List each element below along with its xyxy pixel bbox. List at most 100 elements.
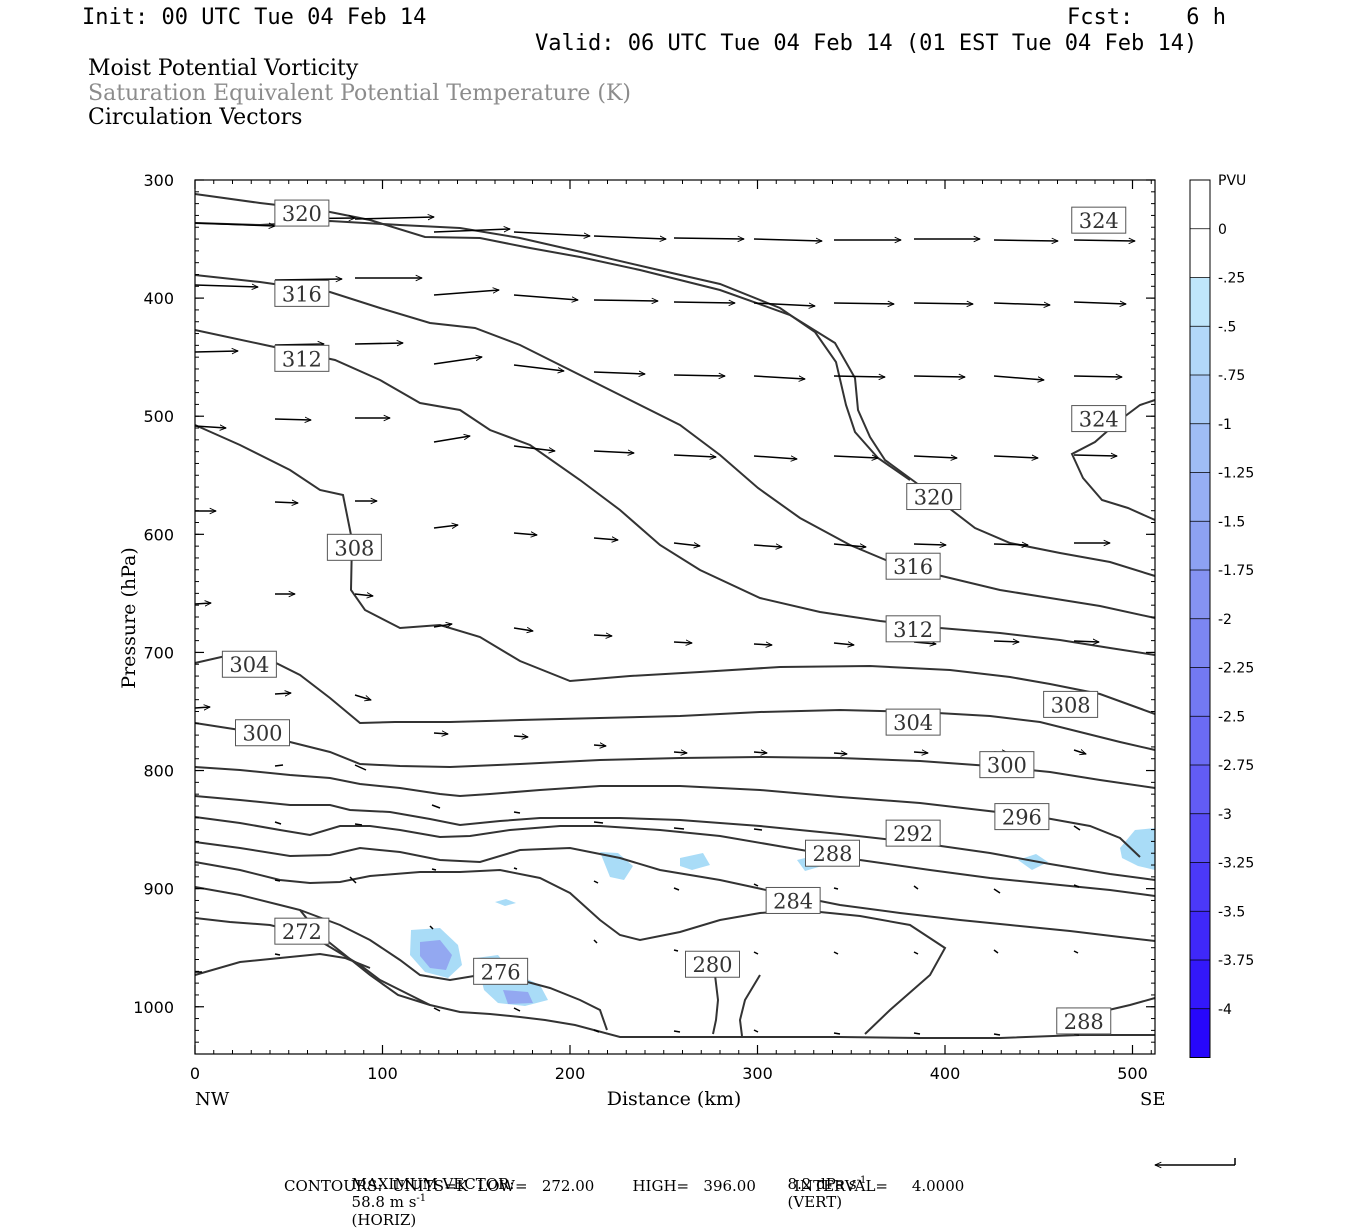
vector-arrow	[593, 538, 618, 540]
contour-label: 280	[685, 950, 740, 978]
contour-line	[712, 974, 720, 1035]
vector-arrow	[1073, 825, 1081, 831]
colorbar-tick-label: -3.25	[1218, 856, 1254, 872]
vector-arrow	[431, 868, 437, 871]
vector-arrow	[354, 823, 363, 826]
pv-patch	[1018, 854, 1048, 870]
vector-arrow	[194, 222, 275, 226]
minor-ticks	[194, 179, 1155, 1055]
vector-arrow	[593, 300, 658, 301]
vector-arrow	[673, 302, 735, 303]
vector-arrow	[433, 733, 448, 734]
vector-arrow	[194, 603, 211, 604]
x-tick-label: 300	[742, 1064, 773, 1083]
vector-arrow	[753, 455, 797, 459]
x-tick-label: 200	[555, 1064, 586, 1083]
y-tick-label: 900	[143, 880, 174, 899]
vector-arrow	[1073, 376, 1122, 377]
contour-label-text: 316	[893, 555, 933, 579]
contour-label: 296	[994, 803, 1050, 831]
colorbar-tick-label: -3.75	[1218, 953, 1254, 969]
contour-label-box	[906, 483, 962, 511]
contour-label: 272	[274, 917, 330, 945]
colorbar-swatch	[1190, 813, 1210, 863]
valid-time: Valid: 06 UTC Tue 04 Feb 14 (01 EST Tue …	[535, 31, 1198, 56]
max-horiz-value: 58.8 m s	[351, 1193, 417, 1211]
contour-label: 276	[473, 957, 529, 985]
contour-label: 304	[885, 708, 941, 736]
contour-line	[194, 861, 947, 1035]
contour-label-text: 324	[1079, 408, 1119, 432]
colorbar-swatch	[1190, 862, 1210, 912]
vector-arrow	[753, 302, 815, 306]
vector-arrow	[194, 426, 226, 428]
vector-arrow	[673, 949, 679, 952]
contour-label-box	[885, 552, 941, 580]
contour-label-text: 312	[893, 618, 933, 642]
y-tick-label: 600	[143, 525, 174, 544]
pv-patch-core	[503, 990, 533, 1004]
pv-patch	[1120, 828, 1155, 870]
contour-label-box	[885, 708, 941, 736]
vector-arrow	[354, 217, 434, 219]
contour-label-box	[1071, 206, 1127, 234]
contour-label: 312	[274, 344, 330, 372]
vector-arrow	[993, 303, 1050, 305]
vector-arrow	[993, 1033, 1001, 1036]
colorbar-swatch	[1190, 277, 1210, 327]
y-tick-label: 700	[143, 643, 174, 662]
colorbar-tick-label: -3.5	[1218, 904, 1245, 920]
contour-label-text: 280	[692, 953, 732, 977]
title-vectors: Circulation Vectors	[88, 105, 303, 130]
colorbar-swatch	[1190, 716, 1210, 765]
contour-label: 288	[1056, 1007, 1112, 1035]
colorbar-swatch	[1190, 472, 1210, 522]
contour-labels: 320 324 316 312 324 320 308 316 312 304 308 304 300 3…	[221, 199, 1127, 1035]
vector-arrow	[1073, 240, 1135, 241]
contour-label: 300	[979, 751, 1035, 779]
vector-arrow	[431, 804, 441, 809]
contour-line	[194, 841, 1156, 942]
y-tick-label: 500	[143, 407, 174, 426]
contour-label-box	[979, 751, 1035, 779]
contour-label-box	[326, 533, 382, 561]
vector-arrow	[673, 375, 725, 376]
x-axis-label: Distance (km)	[607, 1088, 742, 1110]
vector-arrow	[913, 303, 973, 304]
contour-label-text: 272	[282, 920, 322, 944]
y-axis-label: Pressure (hPa)	[118, 547, 140, 689]
vector-arrow	[513, 533, 537, 535]
vector-arrow	[433, 357, 482, 365]
pv-patch	[495, 899, 516, 906]
vector-arrow	[513, 1007, 521, 1012]
x-tick-label: 100	[367, 1064, 398, 1083]
vector-arrow	[354, 764, 367, 771]
colorbar-unit: PVU	[1218, 173, 1246, 189]
contour-line	[194, 917, 431, 1006]
vector-arrow	[433, 624, 452, 627]
contour-label-text: 300	[987, 754, 1027, 778]
init-time: Init: 00 UTC Tue 04 Feb 14	[82, 5, 427, 30]
x-tick-label: 400	[930, 1064, 961, 1083]
colorbar-tick-label: -2.75	[1218, 758, 1254, 774]
vector-arrow	[833, 753, 847, 754]
vector-arrow	[593, 821, 604, 824]
pv-patch	[600, 852, 633, 880]
colorbar-swatch	[1190, 667, 1210, 717]
contour-line	[194, 193, 1156, 577]
cross-section-chart: 320 3243163123243203083163123043083043003…	[118, 171, 1254, 1200]
contour-line	[194, 329, 1156, 656]
vector-arrow	[274, 344, 324, 345]
vector-arrow	[913, 376, 965, 377]
max-vector-label: MAXIMUM VECTOR:	[351, 1175, 515, 1193]
vector-arrow	[433, 525, 458, 528]
vector-arrow	[753, 239, 822, 241]
vector-arrow	[194, 351, 238, 352]
y-axis: 300 400 500 600 700 800 900 1000	[133, 171, 1155, 1017]
vector-arrow	[993, 544, 1028, 545]
vector-arrow	[513, 364, 564, 371]
contour-label-box	[221, 650, 277, 678]
x-end-left: NW	[195, 1089, 230, 1110]
colorbar-tick-label: -2.25	[1218, 661, 1254, 677]
vector-arrow	[1073, 302, 1126, 304]
